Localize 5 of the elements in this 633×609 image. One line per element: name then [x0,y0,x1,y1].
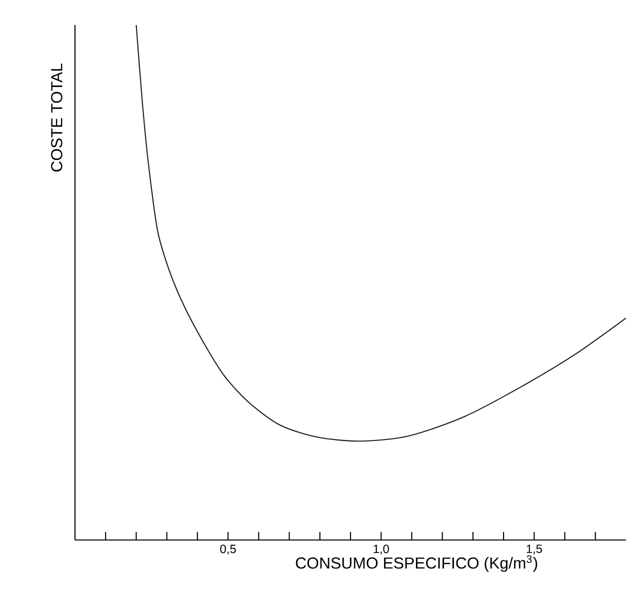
x-axis-title: CONSUMO ESPECIFICO (Kg/m$^{3}$) [296,555,538,572]
y-axis-title: COSTE TOTAL [51,64,62,172]
x-tick-label: 1,0 [374,544,389,555]
x-tick-label: 1,5 [526,544,542,554]
x-tick-label: 0,5 [220,544,236,555]
